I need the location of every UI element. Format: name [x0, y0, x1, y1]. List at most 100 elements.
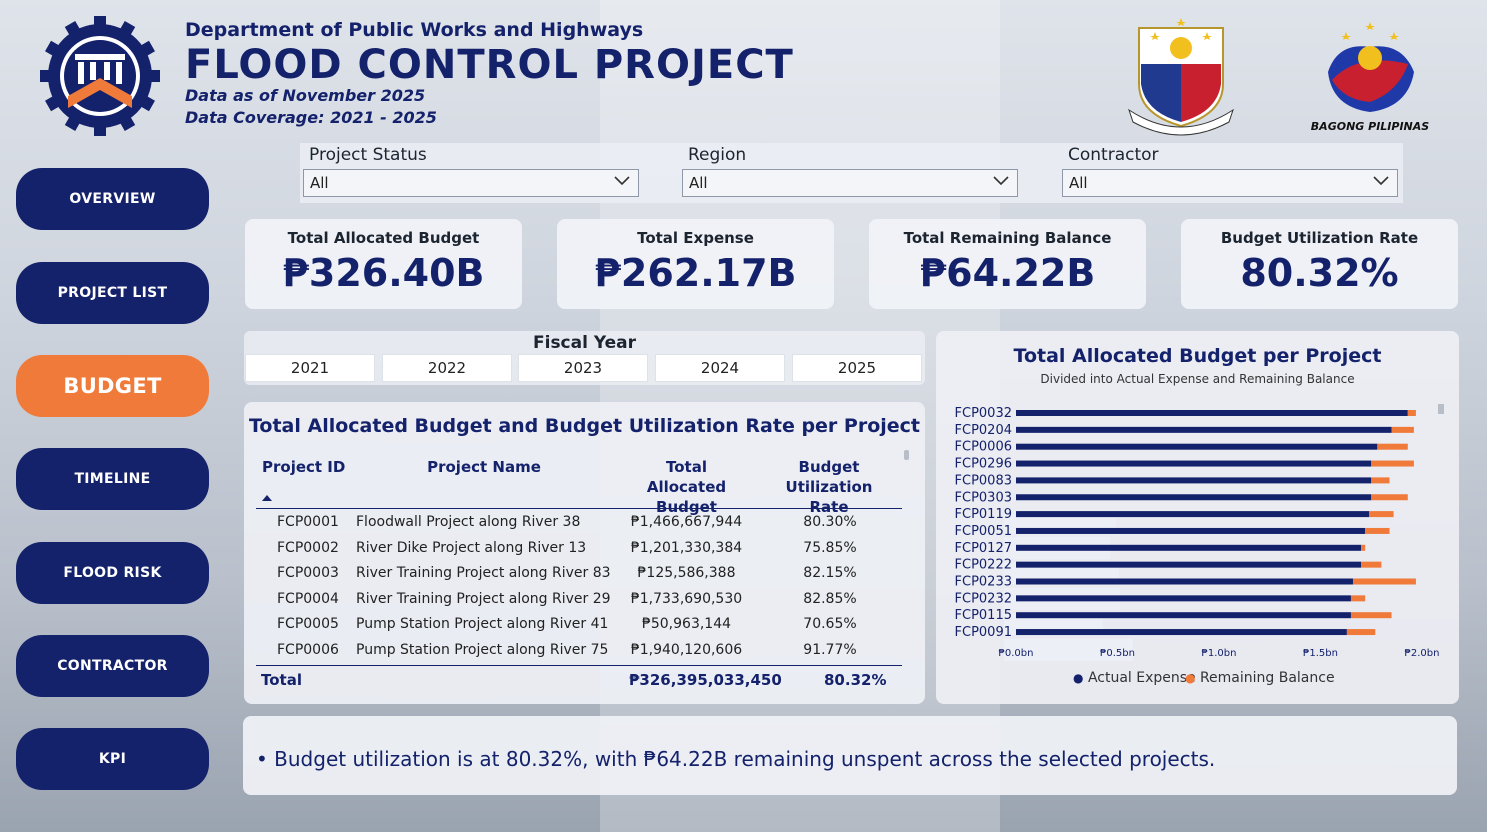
fiscal-year-slicer: Fiscal Year 2021 2022 2023 2024 2025	[244, 331, 925, 385]
fiscal-year-2024-button[interactable]: 2024	[655, 354, 785, 382]
nav-contractor-button[interactable]: CONTRACTOR	[16, 635, 209, 697]
bar-actual-expense[interactable]	[1016, 612, 1351, 619]
y-tick-label: FCP0303	[955, 490, 1012, 505]
fiscal-year-2022-button[interactable]: 2022	[382, 354, 512, 382]
nav-timeline-button[interactable]: TIMELINE	[16, 448, 209, 510]
cell-total-budget: ₱1,733,690,530	[630, 590, 743, 607]
bar-actual-expense[interactable]	[1016, 629, 1347, 636]
bar-remaining-balance[interactable]	[1352, 578, 1416, 585]
cell-project-id: FCP0003	[277, 565, 339, 581]
legend-dot-icon: ●	[1185, 671, 1196, 685]
legend-dot-icon: ●	[1073, 671, 1084, 685]
y-tick-label: FCP0091	[955, 625, 1012, 640]
cell-project-id: FCP0002	[277, 539, 339, 556]
filter-bar: Project Status All Region All Contractor…	[300, 143, 1403, 203]
bar-remaining-balance[interactable]	[1371, 460, 1414, 467]
y-tick-label: FCP0115	[955, 608, 1012, 623]
y-tick-label: FCP0051	[955, 524, 1012, 539]
department-name: Department of Public Works and Highways	[185, 19, 644, 41]
bar-remaining-balance[interactable]	[1350, 612, 1392, 619]
fiscal-year-2021-button[interactable]: 2021	[245, 354, 375, 382]
bar-remaining-balance[interactable]	[1407, 410, 1416, 416]
region-dropdown[interactable]: All	[682, 169, 1018, 197]
bar-remaining-balance[interactable]	[1365, 527, 1390, 534]
bar-actual-expense[interactable]	[1016, 544, 1362, 551]
col-header-total-budget[interactable]: Total Allocated Budget	[624, 457, 749, 517]
x-tick-label: ₱2.0bn	[1405, 648, 1440, 659]
bar-actual-expense[interactable]	[1016, 511, 1370, 518]
cell-total-budget: ₱125,586,388	[637, 565, 736, 581]
col-header-project-name[interactable]: Project Name	[427, 458, 541, 476]
bar-remaining-balance[interactable]	[1350, 595, 1366, 602]
col-header-utilization-line1: Budget Utilization	[785, 458, 873, 496]
bar-actual-expense[interactable]	[1016, 443, 1378, 450]
kpi-total-allocated-card: Total Allocated Budget ₱326.40B	[245, 219, 522, 309]
cell-total-budget: ₱1,466,667,944	[630, 514, 743, 530]
bar-remaining-balance[interactable]	[1377, 443, 1408, 450]
bar-actual-expense[interactable]	[1016, 477, 1372, 484]
y-tick-label: FCP0233	[955, 575, 1012, 590]
col-header-project-id[interactable]: Project ID	[262, 458, 346, 476]
total-utilization: 80.32%	[824, 671, 887, 689]
legend-remaining-balance[interactable]: ● Remaining Balance	[1185, 670, 1335, 686]
table-scrollbar[interactable]	[904, 450, 909, 460]
bar-actual-expense[interactable]	[1016, 410, 1408, 416]
project-status-dropdown[interactable]: All	[303, 169, 639, 197]
bar-actual-expense[interactable]	[1016, 561, 1362, 568]
col-header-utilization-rate[interactable]: Budget Utilization Rate	[754, 457, 904, 517]
table-row[interactable]: FCP0002 River Dike Project along River 13…	[244, 536, 1111, 561]
table-row[interactable]: FCP0003 River Training Project along Rive…	[244, 561, 1119, 586]
y-tick-label: FCP0222	[955, 558, 1012, 573]
project-status-label: Project Status	[309, 145, 427, 165]
page-title: FLOOD CONTROL PROJECT	[185, 42, 794, 88]
table-row[interactable]: FCP0005 Pump Station Project along River …	[244, 612, 1103, 637]
bar-remaining-balance[interactable]	[1369, 511, 1394, 518]
bar-actual-expense[interactable]	[1016, 426, 1392, 433]
nav-flood-risk-button[interactable]: FLOOD RISK	[16, 542, 209, 604]
project-status-filter: Project Status All	[303, 143, 639, 197]
y-tick-label: FCP0032	[955, 406, 1012, 421]
bar-remaining-balance[interactable]	[1361, 544, 1366, 551]
fiscal-year-2025-button[interactable]: 2025	[792, 354, 922, 382]
bar-actual-expense[interactable]	[1016, 578, 1353, 585]
bar-remaining-balance[interactable]	[1371, 477, 1390, 484]
contractor-dropdown[interactable]: All	[1062, 169, 1398, 197]
nav-overview-button[interactable]: OVERVIEW	[16, 168, 209, 230]
bar-actual-expense[interactable]	[1016, 527, 1366, 534]
cell-utilization-rate: 75.85%	[803, 539, 857, 556]
cell-utilization-rate: 82.85%	[803, 590, 857, 607]
region-filter: Region All	[682, 143, 1018, 197]
bar-remaining-balance[interactable]	[1371, 494, 1408, 501]
insight-text: • Budget utilization is at 80.32%, with …	[256, 747, 1216, 771]
x-tick-label: ₱1.0bn	[1202, 648, 1237, 659]
republic-seal-logo	[1125, 14, 1237, 138]
total-label: Total	[261, 671, 302, 689]
kpi-total-expense-card: Total Expense ₱262.17B	[557, 219, 834, 309]
nav-budget-button[interactable]: BUDGET	[16, 355, 209, 417]
budget-table-panel: Total Allocated Budget and Budget Utiliz…	[244, 402, 1133, 704]
total-divider	[256, 665, 902, 666]
cell-project-id: FCP0006	[277, 641, 339, 658]
chart-scrollbar[interactable]	[1438, 404, 1444, 414]
bar-remaining-balance[interactable]	[1391, 426, 1414, 433]
y-tick-label: FCP0127	[955, 541, 1012, 556]
chevron-down-icon	[993, 176, 1009, 186]
table-row[interactable]: FCP0001 Floodwall Project along River 38 ₱…	[244, 510, 1117, 535]
bar-remaining-balance[interactable]	[1346, 629, 1376, 636]
bar-actual-expense[interactable]	[1016, 595, 1351, 602]
legend-actual-expense[interactable]: ● Actual Expense	[1073, 670, 1196, 686]
nav-project-list-button[interactable]: PROJECT LIST	[16, 262, 209, 324]
x-tick-label: ₱0.0bn	[999, 648, 1034, 659]
sort-ascending-icon[interactable]	[262, 495, 272, 501]
table-row[interactable]: FCP0006 Pump Station Project along River …	[244, 638, 1133, 663]
bar-remaining-balance[interactable]	[1361, 561, 1382, 568]
y-tick-label: FCP0204	[955, 423, 1012, 438]
fiscal-year-2023-button[interactable]: 2023	[518, 354, 648, 382]
bar-actual-expense[interactable]	[1016, 494, 1372, 501]
cell-project-id: FCP0001	[277, 514, 339, 530]
bar-actual-expense[interactable]	[1016, 460, 1372, 467]
table-row[interactable]: FCP0004 River Training Project along Rive…	[244, 587, 1120, 612]
project-status-value: All	[310, 174, 329, 192]
data-coverage: Data Coverage: 2021 - 2025	[185, 108, 437, 127]
nav-kpi-button[interactable]: KPI	[16, 728, 209, 790]
